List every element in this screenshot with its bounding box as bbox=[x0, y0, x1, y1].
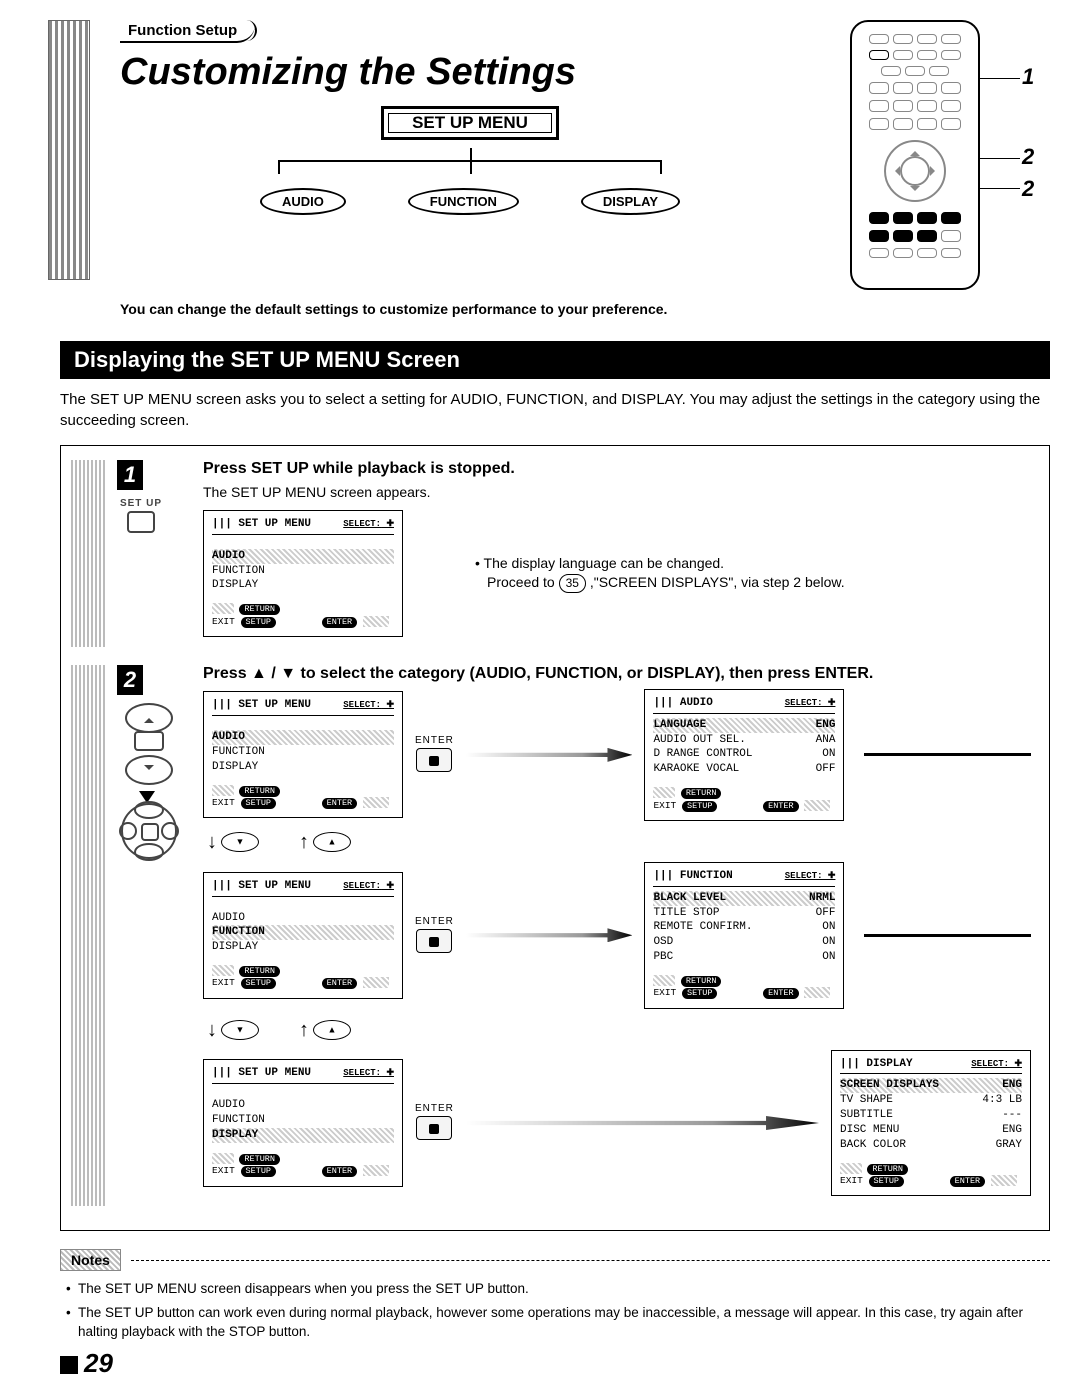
setup-menu-box: SET UP MENU bbox=[381, 106, 559, 140]
flow-arrow-icon bbox=[466, 748, 633, 762]
function-setup-tab: Function Setup bbox=[120, 20, 255, 43]
branch-function: FUNCTION bbox=[408, 188, 519, 215]
divider-rule bbox=[864, 934, 1031, 937]
cursor-enter-icon bbox=[117, 703, 181, 843]
step-2-heading: Press ▲ / ▼ to select the category (AUDI… bbox=[203, 665, 1031, 683]
callout-1: 1 bbox=[1022, 64, 1034, 90]
screen-audio: ||| AUDIOSELECT: LANGUAGEENG AUDIO OUT S… bbox=[644, 689, 844, 821]
screen-setup-menu-1: ||| SET UP MENUSELECT: AUDIO FUNCTION DI… bbox=[203, 510, 403, 637]
callout-2b: 2 bbox=[1022, 176, 1034, 202]
menu-diagram: SET UP MENU AUDIO FUNCTION DISPLAY bbox=[260, 108, 680, 215]
binding-graphic bbox=[48, 20, 90, 280]
flow-arrow-icon bbox=[466, 1116, 819, 1130]
notes-header: Notes bbox=[60, 1249, 1050, 1271]
page-title: Customizing the Settings bbox=[120, 51, 820, 94]
notes-list: The SET UP MENU screen disappears when y… bbox=[60, 1279, 1050, 1342]
section-bar: Displaying the SET UP MENU Screen bbox=[60, 341, 1050, 379]
screen-setup-audio-sel: ||| SET UP MENUSELECT: AUDIO FUNCTION DI… bbox=[203, 691, 403, 818]
nav-arrows: ↓ ↑ bbox=[207, 1019, 1031, 1042]
branch-audio: AUDIO bbox=[260, 188, 346, 215]
callout-2a: 2 bbox=[1022, 144, 1034, 170]
branch-display: DISPLAY bbox=[581, 188, 680, 215]
setup-button-icon: SET UP bbox=[117, 498, 165, 533]
enter-icon: ENTER bbox=[415, 1103, 454, 1140]
screen-display: ||| DISPLAYSELECT: SCREEN DISPLAYSENG TV… bbox=[831, 1050, 1031, 1197]
page-number: 29 bbox=[60, 1348, 1050, 1379]
nav-arrows: ↓ ↑ bbox=[207, 831, 1031, 854]
screen-setup-display-sel: ||| SET UP MENUSELECT: AUDIO FUNCTION DI… bbox=[203, 1059, 403, 1186]
step-1-sub: The SET UP MENU screen appears. bbox=[203, 484, 1031, 500]
step-1-number: 1 bbox=[117, 460, 143, 490]
section-intro: The SET UP MENU screen asks you to selec… bbox=[60, 389, 1050, 431]
step-1-heading: Press SET UP while playback is stopped. bbox=[203, 460, 1031, 478]
remote-illustration bbox=[850, 20, 980, 290]
header-intro: You can change the default settings to c… bbox=[120, 300, 700, 319]
note-item: The SET UP button can work even during n… bbox=[66, 1303, 1050, 1342]
screen-function: ||| FUNCTIONSELECT: BLACK LEVELNRML TITL… bbox=[644, 862, 844, 1009]
enter-icon: ENTER bbox=[415, 916, 454, 953]
flow-arrow-icon bbox=[466, 928, 633, 942]
enter-icon: ENTER bbox=[415, 735, 454, 772]
step-2-number: 2 bbox=[117, 665, 143, 695]
divider-rule bbox=[864, 753, 1031, 756]
step-1-side-note: The display language can be changed. Pro… bbox=[475, 554, 845, 593]
screen-setup-function-sel: ||| SET UP MENUSELECT: AUDIO FUNCTION DI… bbox=[203, 872, 403, 999]
note-item: The SET UP MENU screen disappears when y… bbox=[66, 1279, 1050, 1299]
steps-box: 1 SET UP Press SET UP while playback is … bbox=[60, 445, 1050, 1231]
